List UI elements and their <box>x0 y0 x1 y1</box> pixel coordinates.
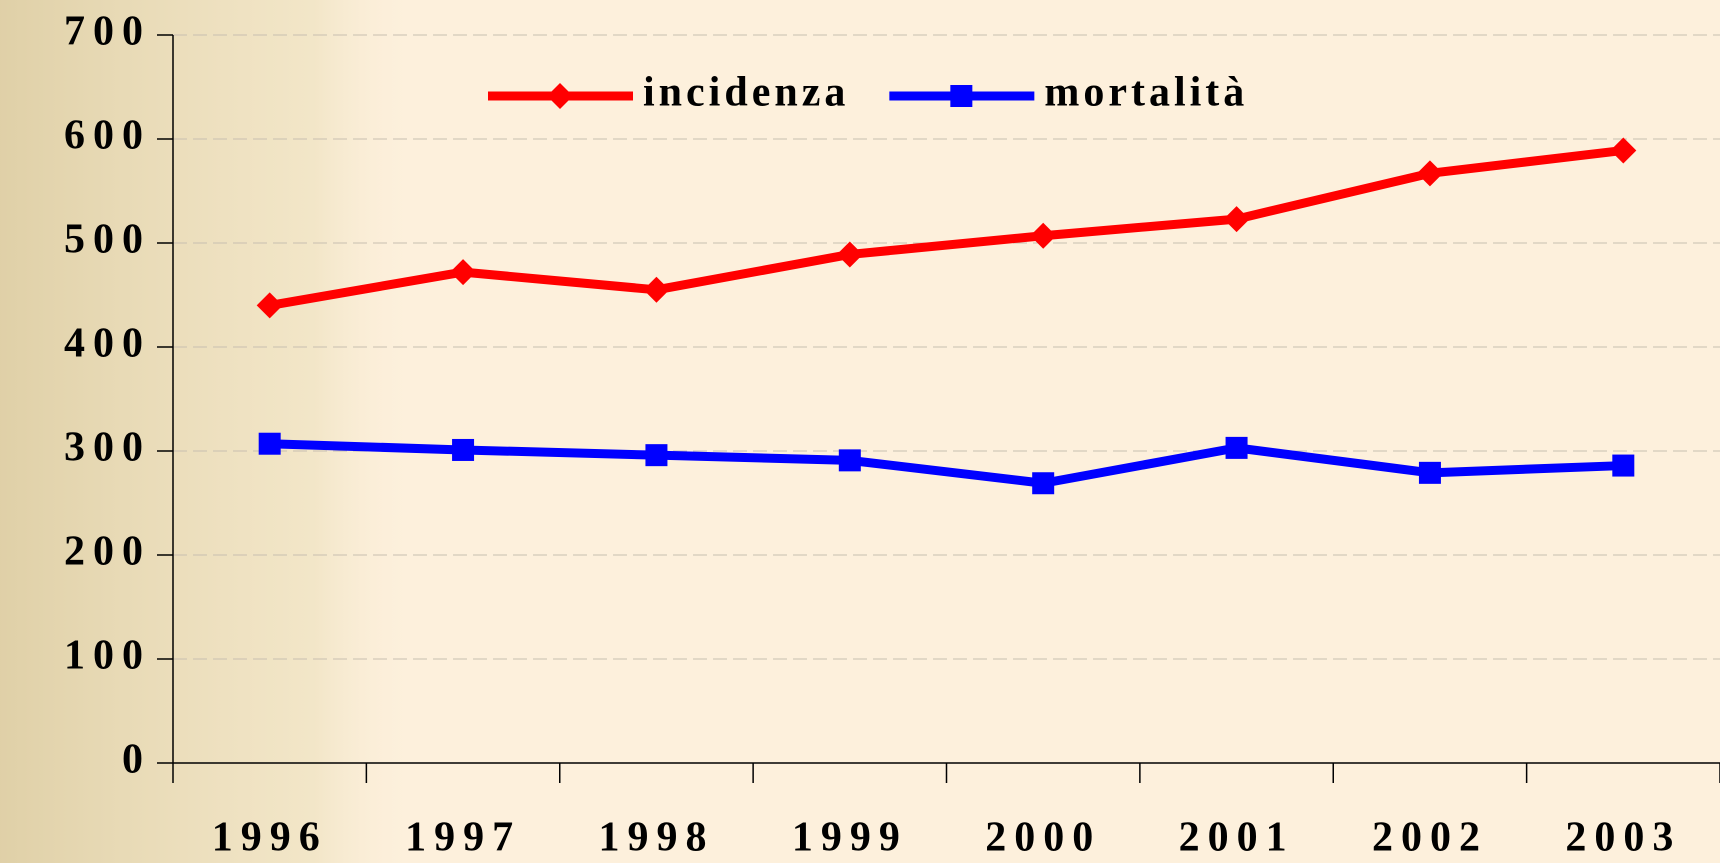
legend-marker <box>950 85 973 107</box>
legend-marker <box>547 83 573 109</box>
legend-label: mortalità <box>1044 70 1248 116</box>
x-tick-label: 2000 <box>985 815 1101 861</box>
legend-label: incidenza <box>643 70 849 116</box>
data-point <box>450 259 477 286</box>
y-tick-label: 500 <box>64 217 151 263</box>
y-tick-label: 700 <box>64 9 151 55</box>
y-tick-label: 100 <box>64 633 151 679</box>
y-tick-label: 200 <box>64 529 151 575</box>
data-point <box>1030 222 1057 249</box>
data-point <box>1225 436 1248 459</box>
data-point <box>452 438 475 461</box>
data-point <box>645 444 668 467</box>
data-point <box>1416 160 1443 187</box>
x-tick-label: 1999 <box>792 815 908 861</box>
data-point <box>1223 206 1250 233</box>
data-point <box>1032 472 1055 495</box>
x-tick-label: 1997 <box>405 815 521 861</box>
data-point <box>643 276 670 303</box>
background-image <box>0 0 420 863</box>
y-tick-label: 600 <box>64 113 151 159</box>
x-tick-label: 1996 <box>212 815 328 861</box>
x-tick-label: 1998 <box>598 815 714 861</box>
y-tick-label: 0 <box>122 737 151 783</box>
series-line <box>268 145 1624 310</box>
y-tick-label: 300 <box>64 425 151 471</box>
x-tick-label: 2003 <box>1565 815 1681 861</box>
data-point <box>1610 137 1637 164</box>
series-line <box>269 439 1624 488</box>
data-point <box>256 292 283 319</box>
y-tick-label: 400 <box>64 321 151 367</box>
x-tick-label: 2001 <box>1179 815 1295 861</box>
data-point <box>258 432 281 455</box>
x-tick-label: 2002 <box>1372 815 1488 861</box>
data-point <box>1418 461 1441 484</box>
data-point <box>838 449 861 472</box>
data-point <box>836 241 863 268</box>
data-point <box>1612 454 1635 477</box>
